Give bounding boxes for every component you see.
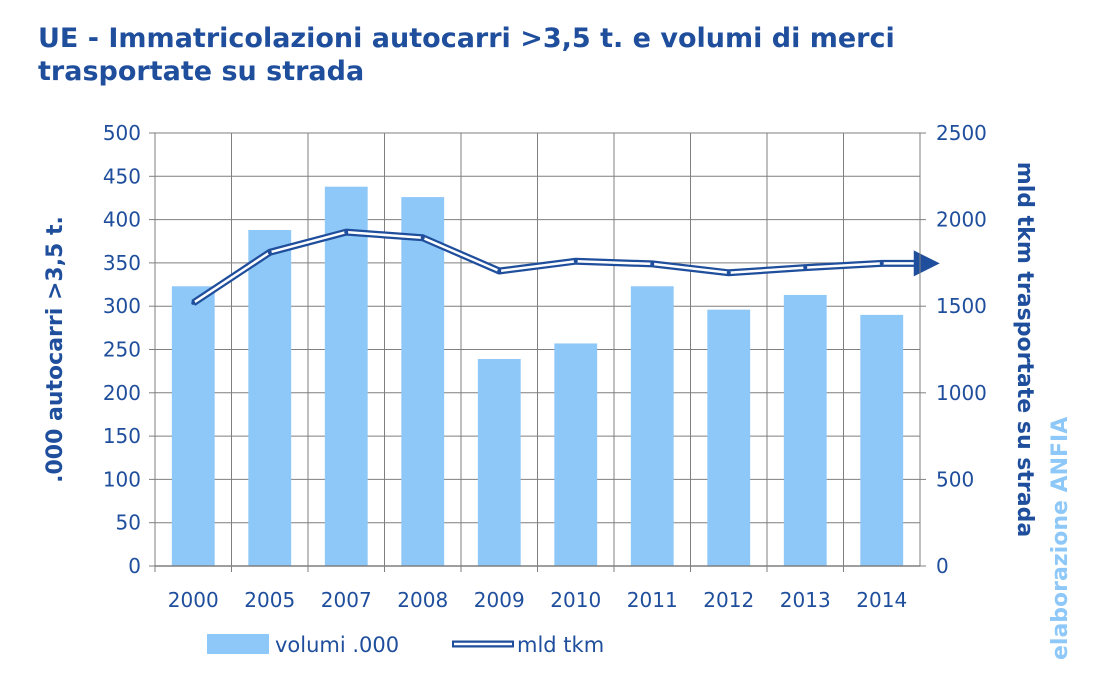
y-tick-label-left: 100 bbox=[103, 467, 141, 491]
y-tick-label-left: 250 bbox=[103, 338, 141, 362]
legend-bar-swatch bbox=[207, 634, 269, 654]
axes: 0 50 100 150 200 250 300 350 400 450 500 0 500 1000 15… bbox=[43, 121, 1037, 612]
legend: volumi .000 mld tkm bbox=[207, 633, 604, 657]
line-series bbox=[191, 228, 940, 306]
y-tick-label-left: 150 bbox=[103, 424, 141, 448]
legend-label-volumi: volumi .000 bbox=[275, 633, 399, 657]
y-tick-label-left: 300 bbox=[103, 294, 141, 318]
y-tick-label-right: 0 bbox=[936, 554, 949, 578]
line-point-2005 bbox=[267, 250, 272, 255]
line-point-2008 bbox=[420, 235, 425, 240]
bar-2000 bbox=[171, 286, 215, 566]
line-point-2010 bbox=[573, 259, 578, 264]
bar-2005 bbox=[248, 229, 292, 566]
bar-2007 bbox=[324, 186, 368, 566]
y-tick-label-right: 2000 bbox=[936, 208, 987, 232]
bar-2014 bbox=[860, 314, 904, 566]
x-tick-label: 2014 bbox=[856, 588, 907, 612]
y-tick-label-right: 1000 bbox=[936, 381, 987, 405]
x-tick-label: 2007 bbox=[321, 588, 372, 612]
y-tick-label-left: 350 bbox=[103, 251, 141, 275]
line-arrow-icon bbox=[913, 250, 940, 277]
bar-2013 bbox=[783, 294, 827, 566]
line-point-2007 bbox=[344, 230, 349, 235]
x-tick-label: 2012 bbox=[703, 588, 754, 612]
credit-text: elaborazione ANFIA bbox=[1048, 416, 1073, 660]
line-point-2013 bbox=[803, 265, 808, 270]
x-tick-label: 2008 bbox=[397, 588, 448, 612]
y-tick-label-right: 500 bbox=[936, 467, 974, 491]
line-point-2011 bbox=[650, 261, 655, 266]
bar-2011 bbox=[630, 286, 674, 566]
bar-2010 bbox=[554, 343, 598, 566]
x-tick-label: 2005 bbox=[244, 588, 295, 612]
x-tick-label: 2010 bbox=[550, 588, 601, 612]
x-tick-label: 2011 bbox=[627, 588, 678, 612]
y-axis-label-right: mld tkm trasportate su strada bbox=[1012, 162, 1037, 537]
y-tick-label-left: 200 bbox=[103, 381, 141, 405]
x-tick-label: 2009 bbox=[474, 588, 525, 612]
y-tick-label-right: 1500 bbox=[936, 294, 987, 318]
chart-title: UE - Immatricolazioni autocarri >3,5 t. … bbox=[38, 23, 895, 87]
line-point-2012 bbox=[726, 270, 731, 275]
line-point-2014 bbox=[879, 261, 884, 266]
line-mld-tkm-core bbox=[192, 230, 920, 304]
y-tick-label-left: 450 bbox=[103, 164, 141, 188]
y-tick-label-right: 2500 bbox=[936, 121, 987, 145]
x-tick-label: 2013 bbox=[780, 588, 831, 612]
bar-2012 bbox=[707, 309, 751, 566]
bars bbox=[171, 186, 904, 567]
y-tick-label-left: 50 bbox=[116, 511, 141, 535]
bar-2008 bbox=[401, 197, 445, 567]
y-tick-label-left: 500 bbox=[103, 121, 141, 145]
line-point-2009 bbox=[497, 269, 502, 274]
y-axis-label-left: .000 autocarri >3,5 t. bbox=[43, 216, 68, 483]
legend-label-mld-tkm: mld tkm bbox=[517, 633, 604, 657]
bar-2009 bbox=[477, 359, 521, 566]
line-point-2000 bbox=[191, 300, 196, 305]
x-tick-label: 2000 bbox=[168, 588, 219, 612]
y-tick-label-left: 400 bbox=[103, 208, 141, 232]
y-tick-label-left: 0 bbox=[128, 554, 141, 578]
